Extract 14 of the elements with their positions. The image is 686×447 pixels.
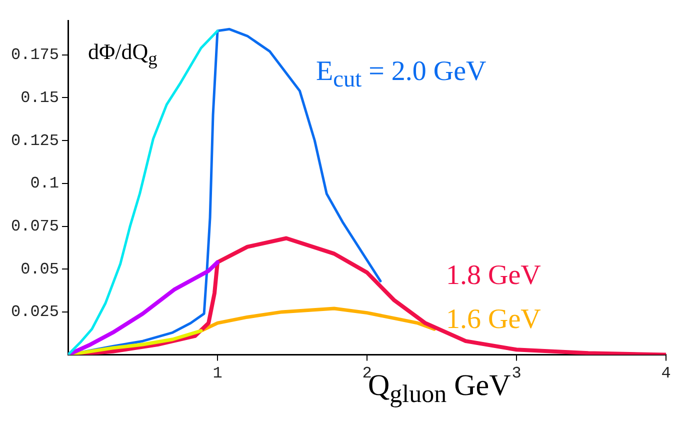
y-axis-title: dΦ/dQ$_{g}$ bbox=[88, 38, 158, 69]
x-tick-label: 4 bbox=[661, 364, 671, 383]
y-tick-label: 0.15 bbox=[20, 88, 60, 107]
series-label: 1.8 GeV bbox=[446, 260, 541, 292]
y-tick-label: 0.175 bbox=[10, 46, 60, 64]
y-tick-label: 0.1 bbox=[30, 174, 60, 193]
y-tick-label: 0.125 bbox=[10, 132, 60, 150]
y-tick-label: 0.025 bbox=[10, 303, 60, 322]
y-tick-label: 0.05 bbox=[20, 260, 60, 278]
series-label: E$_{cut}$ = 2.0 GeV bbox=[316, 56, 486, 94]
x-tick-label: 3 bbox=[512, 364, 522, 383]
y-tick-label: 0.075 bbox=[10, 217, 60, 236]
x-tick-label: 1 bbox=[212, 364, 222, 383]
series-label: 1.6 GeV bbox=[446, 304, 541, 336]
